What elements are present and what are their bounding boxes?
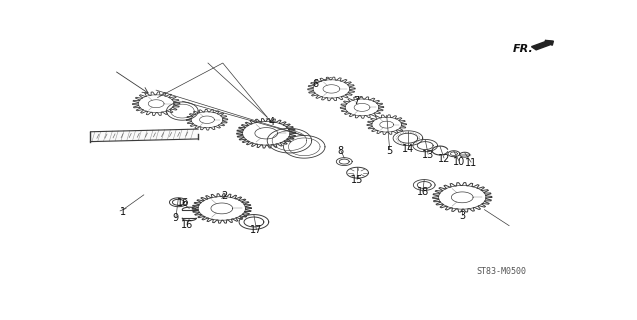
Text: ST83-M0500: ST83-M0500 bbox=[476, 268, 527, 276]
Text: 2: 2 bbox=[222, 191, 228, 201]
FancyArrow shape bbox=[531, 40, 554, 50]
Text: 9: 9 bbox=[173, 213, 179, 223]
Text: 16: 16 bbox=[181, 220, 194, 230]
Text: 18: 18 bbox=[417, 188, 429, 197]
Text: 6: 6 bbox=[313, 79, 318, 89]
Text: 16: 16 bbox=[176, 198, 189, 209]
Text: 8: 8 bbox=[337, 146, 343, 156]
Text: 1: 1 bbox=[120, 207, 126, 217]
Text: 14: 14 bbox=[402, 144, 414, 154]
Text: 17: 17 bbox=[250, 225, 262, 235]
Text: 4: 4 bbox=[268, 117, 275, 127]
Text: 15: 15 bbox=[351, 175, 363, 185]
Text: 13: 13 bbox=[422, 150, 434, 160]
Text: 12: 12 bbox=[438, 154, 450, 164]
Text: 11: 11 bbox=[465, 158, 477, 168]
Text: 5: 5 bbox=[387, 146, 393, 156]
Text: 7: 7 bbox=[353, 96, 359, 106]
Text: 10: 10 bbox=[453, 156, 465, 167]
Text: 3: 3 bbox=[460, 211, 466, 221]
Text: FR.: FR. bbox=[513, 44, 534, 54]
